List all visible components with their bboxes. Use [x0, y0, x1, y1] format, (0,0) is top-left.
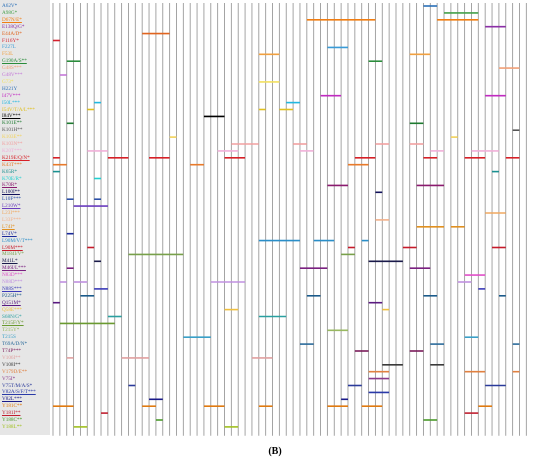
mutation-label: L210W* [2, 203, 21, 210]
mutation-label: D67N/E* [2, 16, 22, 23]
mutation-label: A98G* [2, 9, 18, 16]
mutation-label: P225H** [2, 292, 22, 299]
mutation-label: T215Y* [2, 327, 20, 334]
mutation-label: A62V* [2, 3, 18, 9]
mutation-label: K70R* [2, 182, 17, 189]
mutation-label: K103N** [2, 141, 23, 147]
mutation-label: K70E/R* [2, 175, 22, 182]
mutation-label: T215S [2, 334, 16, 341]
mutation-label: H221Y [2, 85, 18, 92]
mutation-label: L10F*** [2, 196, 22, 203]
mutation-label: K20T*** [2, 147, 22, 154]
mutation-label: N83D*** [2, 272, 23, 279]
figure-caption: (B) [268, 446, 282, 457]
mutation-label: M184I/V* [2, 251, 24, 258]
mutation-label: Y188C** [2, 417, 23, 423]
mutation-label: V75T/M/A/S* [2, 382, 33, 389]
mutation-label: Q151M* [2, 299, 21, 306]
mutation-label: Y188L** [2, 423, 22, 430]
mutation-label: Y181C** [2, 403, 23, 410]
mutation-label: M41L* [2, 258, 18, 265]
mutation-label: V82L*** [2, 396, 22, 403]
mutation-label: K43T*** [2, 161, 22, 168]
mutation-label: E44A/D* [2, 30, 22, 37]
mutation-label: T69A/D/N* [2, 341, 28, 348]
mutation-label: K103E** [2, 134, 22, 141]
mutation-label: I50L*** [2, 99, 20, 106]
mutation-label: T74P*** [2, 348, 22, 354]
mutation-label: F116Y* [2, 37, 19, 44]
mutation-label: G48S*** [2, 65, 22, 72]
mutation-label: V75I* [2, 375, 16, 382]
mutation-label: I54V/T/A/L*** [2, 106, 35, 113]
mutation-label: N88S*** [2, 285, 22, 292]
mutation-label: L23I*** [2, 210, 20, 216]
mutation-label: L74I* [2, 223, 15, 230]
mutation-label: I84V*** [2, 113, 21, 120]
mutation-label: L90M/V/T*** [2, 237, 33, 244]
mutation-label: L33F*** [2, 216, 22, 223]
mutation-label: T215F/Y* [2, 320, 24, 327]
mutation-label: K65R* [2, 168, 17, 175]
mutation-label-panel: A62V* A98G* D67N/E* E138Q/G* E44A/D* F116Y* F2… [0, 0, 50, 435]
mutation-label: V108I** [2, 361, 21, 368]
mutation-label: G73* [2, 78, 14, 85]
mutation-label: V82A/S/F/T*** [2, 389, 36, 396]
mutation-label: Y181I** [2, 410, 21, 417]
mutation-label: L90M*** [2, 244, 23, 251]
mutation-label: E138Q/G* [2, 23, 25, 30]
mutation-label: I47V*** [2, 92, 21, 99]
mutation-label: L100I** [2, 189, 20, 196]
mutation-label: V179D/E** [2, 368, 28, 375]
mutation-label: M46I/L*** [2, 265, 26, 272]
mutation-label: L74V* [2, 230, 17, 237]
mutation-label: S68N/G* [2, 313, 22, 320]
mutation-label: K101H** [2, 127, 23, 134]
mutation-label: K101E** [2, 120, 22, 127]
mutation-label: G48V*** [2, 72, 23, 78]
mutation-label: N88D*** [2, 279, 23, 285]
mutation-label: F227L [2, 44, 16, 51]
mutation-label: F53L [2, 51, 14, 58]
mutation-label: G190A/S** [2, 58, 27, 65]
mutation-label: V106I** [2, 354, 21, 361]
mutation-label: K219E/Q/N* [2, 154, 30, 161]
mutation-label: Q58E*** [2, 306, 22, 313]
